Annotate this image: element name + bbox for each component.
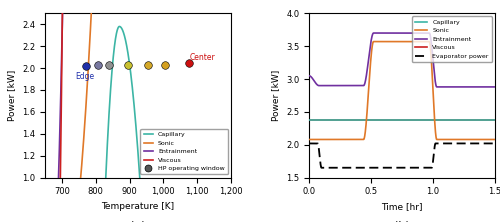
Legend: Capillary, Sonic, Entrainment, Viscous, HP operating window: Capillary, Sonic, Entrainment, Viscous, … xyxy=(140,129,228,174)
Y-axis label: Power [kW]: Power [kW] xyxy=(272,70,280,121)
Legend: Capillary, Sonic, Entrainment, Viscous, Evaporator power: Capillary, Sonic, Entrainment, Viscous, … xyxy=(412,16,492,62)
Text: (a): (a) xyxy=(130,220,146,222)
Text: (b): (b) xyxy=(394,220,410,222)
X-axis label: Temperature [K]: Temperature [K] xyxy=(102,202,174,211)
Text: Center: Center xyxy=(190,53,216,61)
Text: Edge: Edge xyxy=(75,72,94,81)
Y-axis label: Power [kW]: Power [kW] xyxy=(8,70,16,121)
X-axis label: Time [hr]: Time [hr] xyxy=(382,202,423,211)
